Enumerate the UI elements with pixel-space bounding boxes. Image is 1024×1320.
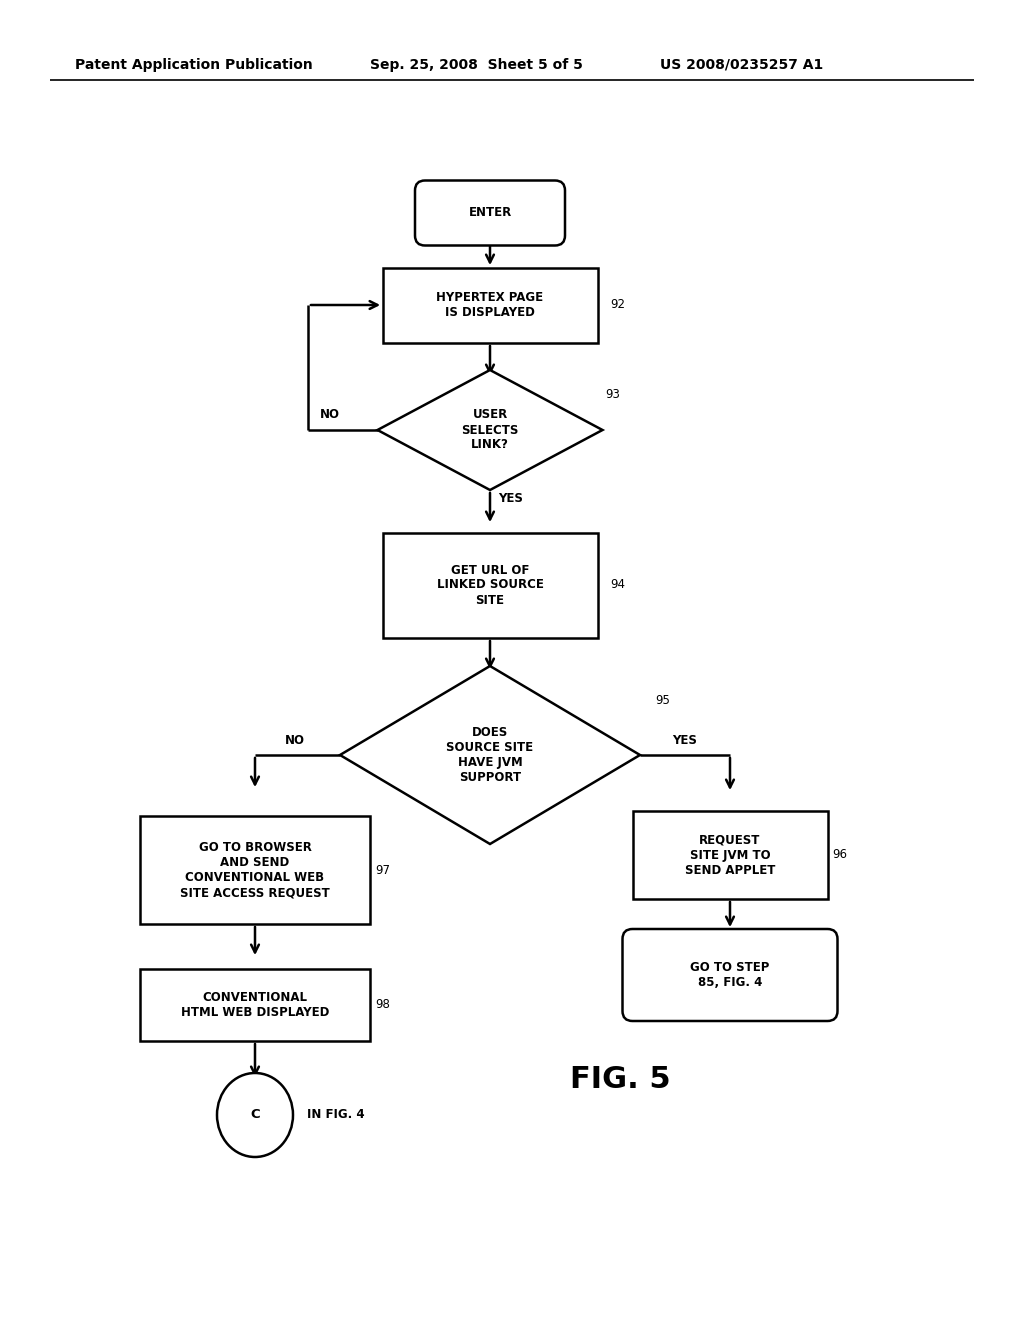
Text: GO TO BROWSER
AND SEND
CONVENTIONAL WEB
SITE ACCESS REQUEST: GO TO BROWSER AND SEND CONVENTIONAL WEB … <box>180 841 330 899</box>
Text: Patent Application Publication: Patent Application Publication <box>75 58 312 73</box>
Polygon shape <box>378 370 602 490</box>
Text: HYPERTEX PAGE
IS DISPLAYED: HYPERTEX PAGE IS DISPLAYED <box>436 290 544 319</box>
Ellipse shape <box>217 1073 293 1158</box>
Text: YES: YES <box>673 734 697 747</box>
Text: FIG. 5: FIG. 5 <box>569 1065 671 1094</box>
Text: 97: 97 <box>375 863 390 876</box>
FancyBboxPatch shape <box>623 929 838 1020</box>
Bar <box>383 532 597 638</box>
Text: ENTER: ENTER <box>468 206 512 219</box>
Text: 92: 92 <box>610 298 625 312</box>
Text: 96: 96 <box>831 849 847 862</box>
Text: NO: NO <box>285 734 305 747</box>
Text: Sep. 25, 2008  Sheet 5 of 5: Sep. 25, 2008 Sheet 5 of 5 <box>370 58 583 73</box>
Text: 93: 93 <box>605 388 620 401</box>
Text: NO: NO <box>319 408 340 421</box>
Bar <box>140 969 370 1041</box>
Text: USER
SELECTS
LINK?: USER SELECTS LINK? <box>462 408 519 451</box>
Text: CONVENTIONAL
HTML WEB DISPLAYED: CONVENTIONAL HTML WEB DISPLAYED <box>181 991 329 1019</box>
Text: GO TO STEP
85, FIG. 4: GO TO STEP 85, FIG. 4 <box>690 961 770 989</box>
Text: GET URL OF
LINKED SOURCE
SITE: GET URL OF LINKED SOURCE SITE <box>436 564 544 606</box>
Text: US 2008/0235257 A1: US 2008/0235257 A1 <box>660 58 823 73</box>
Text: REQUEST
SITE JVM TO
SEND APPLET: REQUEST SITE JVM TO SEND APPLET <box>685 833 775 876</box>
Bar <box>140 816 370 924</box>
Text: DOES
SOURCE SITE
HAVE JVM
SUPPORT: DOES SOURCE SITE HAVE JVM SUPPORT <box>446 726 534 784</box>
Bar <box>633 810 827 899</box>
Text: YES: YES <box>498 491 523 504</box>
Text: 98: 98 <box>375 998 390 1011</box>
Text: 94: 94 <box>610 578 625 591</box>
Text: IN FIG. 4: IN FIG. 4 <box>307 1109 365 1122</box>
FancyBboxPatch shape <box>415 181 565 246</box>
Text: 95: 95 <box>655 693 670 706</box>
Bar <box>383 268 597 342</box>
Polygon shape <box>340 667 640 843</box>
Text: C: C <box>250 1109 260 1122</box>
